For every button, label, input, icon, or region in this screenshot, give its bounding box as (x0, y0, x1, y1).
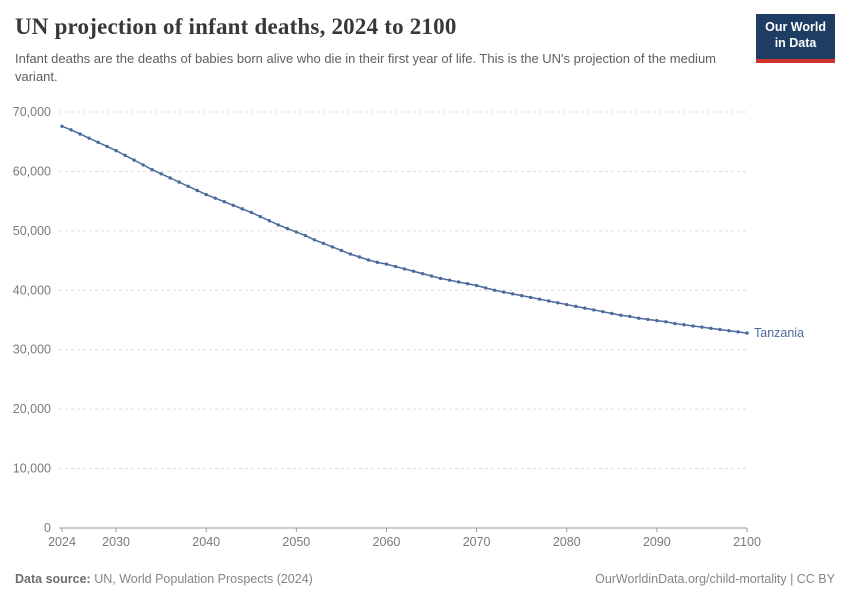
data-source-label: Data source: (15, 572, 91, 586)
data-line[interactable] (61, 125, 748, 334)
y-tick-label: 60,000 (13, 164, 51, 178)
data-source-text: UN, World Population Prospects (2024) (90, 572, 313, 586)
y-tick-label: 70,000 (13, 105, 51, 119)
x-tick-label: 2024 (48, 535, 76, 549)
y-tick-label: 10,000 (13, 462, 51, 476)
owid-logo: Our World in Data (756, 14, 835, 64)
x-tick-label: 2070 (463, 535, 491, 549)
x-tick-label: 2080 (553, 535, 581, 549)
x-tick-label: 2050 (282, 535, 310, 549)
x-tick-label: 2100 (733, 535, 761, 549)
y-tick-label: 40,000 (13, 283, 51, 297)
owid-logo-line2: in Data (774, 35, 817, 50)
x-tick-label: 2060 (373, 535, 401, 549)
page-title: UN projection of infant deaths, 2024 to … (15, 14, 457, 39)
data-source: Data source: UN, World Population Prospe… (15, 572, 313, 586)
y-tick-label: 20,000 (13, 402, 51, 416)
chart-footer: Data source: UN, World Population Prospe… (15, 572, 835, 586)
y-tick-label: 0 (44, 521, 51, 535)
data-points[interactable] (60, 124, 749, 335)
x-tick-label: 2090 (643, 535, 671, 549)
x-tick-label: 2040 (192, 535, 220, 549)
series-end-label: Tanzania (754, 326, 804, 340)
owid-logo-line1: Our World (765, 20, 826, 34)
y-tick-label: 30,000 (13, 343, 51, 357)
x-tick-label: 2030 (102, 535, 130, 549)
chart-subtitle: Infant deaths are the deaths of babies b… (15, 51, 717, 85)
y-tick-label: 50,000 (13, 224, 51, 238)
license-link[interactable]: OurWorldinData.org/child-mortality | CC … (595, 572, 835, 586)
chart-header: UN projection of infant deaths, 2024 to … (15, 14, 835, 86)
chart-svg: 0 10,000 20,000 30,000 40,000 50,000 60,000 70,… (13, 105, 804, 549)
